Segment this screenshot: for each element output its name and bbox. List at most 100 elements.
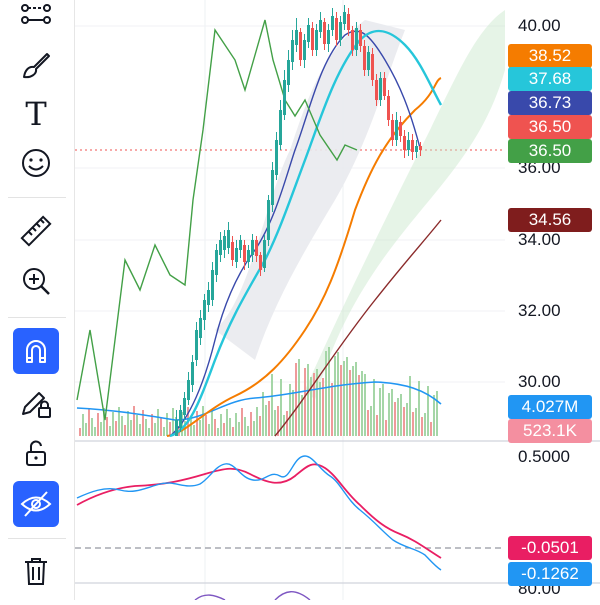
toolbar-separator [8,538,66,539]
volume-bar [277,406,279,436]
candle-body [191,362,194,385]
volume-bar [112,412,114,436]
volume-bar [424,413,426,436]
candle-body [243,245,246,262]
candle-body [323,22,326,44]
volume-bar [136,415,138,436]
volume-bar [295,363,297,436]
ma-mid-line [169,29,443,438]
smiley-icon [22,149,50,177]
volume-bar [226,409,228,436]
candle-body [259,255,262,270]
price-tick-label: 30.00 [518,372,561,391]
volume-bar [85,423,87,436]
candle-body [411,140,414,152]
volume-bar [169,422,171,436]
candle-body [327,30,330,44]
volume-bar [190,416,192,436]
candle-body [211,270,214,300]
emoji-tool[interactable] [13,140,59,186]
volume-bar [358,375,360,436]
toolbar-separator [8,317,66,318]
volume-bar [247,426,249,436]
candle-body [215,250,218,275]
volume-ma-line [76,381,442,421]
candle-body [331,16,334,30]
volume-bar [403,407,405,436]
volume-bar [109,426,111,436]
delete-tool[interactable] [13,548,59,594]
candle-body [307,25,310,42]
trend-line-tool[interactable] [13,0,59,38]
candle-body [375,80,378,100]
volume-bar [127,411,129,436]
volume-bar [325,351,327,436]
candle-body [387,96,390,120]
candle-body [295,30,298,45]
hide-drawings-tool[interactable] [13,481,59,527]
volume-bar [361,371,363,436]
volume-bar [289,384,291,436]
volume-bar [259,416,261,436]
candle-body [311,28,314,50]
volume-bar [244,417,246,436]
volume-bar [418,381,420,436]
macd-tag: -0.0501 [508,536,592,560]
candle-body [251,240,254,255]
candle-body [271,170,274,205]
volume-bar [319,382,321,436]
candle-body [239,240,242,250]
candle-body [219,240,222,255]
volume-bar [331,383,333,436]
candle-body [319,20,322,32]
volume-bar [367,410,369,436]
volume-bar [241,408,243,436]
volume-bar [265,405,267,436]
volume-bar [130,420,132,436]
price-tag: 34.56 [508,208,592,232]
magnet-tool[interactable] [13,328,59,374]
volume-bar [328,347,330,436]
candle-body [199,318,202,338]
ichimoku-cloud-shape [305,10,505,400]
candle-body [223,236,226,250]
volume-bar [115,421,117,436]
candle-body [379,78,382,100]
candle-body [287,60,290,85]
volume-bar [298,359,300,436]
volume-bar [415,408,417,436]
volume-bar [337,352,339,436]
zoom-in-tool[interactable] [13,258,59,304]
pencil-lock-icon [22,392,51,418]
volume-bar [238,422,240,436]
volume-bar [202,406,204,436]
candle-body [227,230,230,248]
volume-bar [262,392,264,436]
price-tag: 38.52 [508,44,592,68]
volume-bar [379,388,381,436]
volume-bar [436,391,438,436]
volume-bar [199,420,201,436]
price-tag: 36.50 [508,115,592,139]
volume-bar [79,428,81,436]
trend-line-icon [21,4,51,24]
volume-bar [322,378,324,436]
volume-bar [391,389,393,436]
rsi-line [194,591,311,601]
volume-bar [310,377,312,436]
ruler-tool[interactable] [13,208,59,254]
volume-bar [121,416,123,436]
candle-body [303,40,306,60]
volume-bar [172,408,174,436]
text-tool[interactable]: T [13,90,59,136]
unlock-tool[interactable] [13,430,59,476]
macd-signal-line [76,463,442,559]
brush-tool[interactable] [13,42,59,88]
ichimoku-cloud [215,10,505,400]
volume-bar [235,413,237,436]
volume-bar [340,365,342,436]
volume-bar [427,386,429,436]
lock-drawings-tool[interactable] [13,380,59,426]
volume-bar [301,395,303,436]
volume-bar [250,412,252,436]
